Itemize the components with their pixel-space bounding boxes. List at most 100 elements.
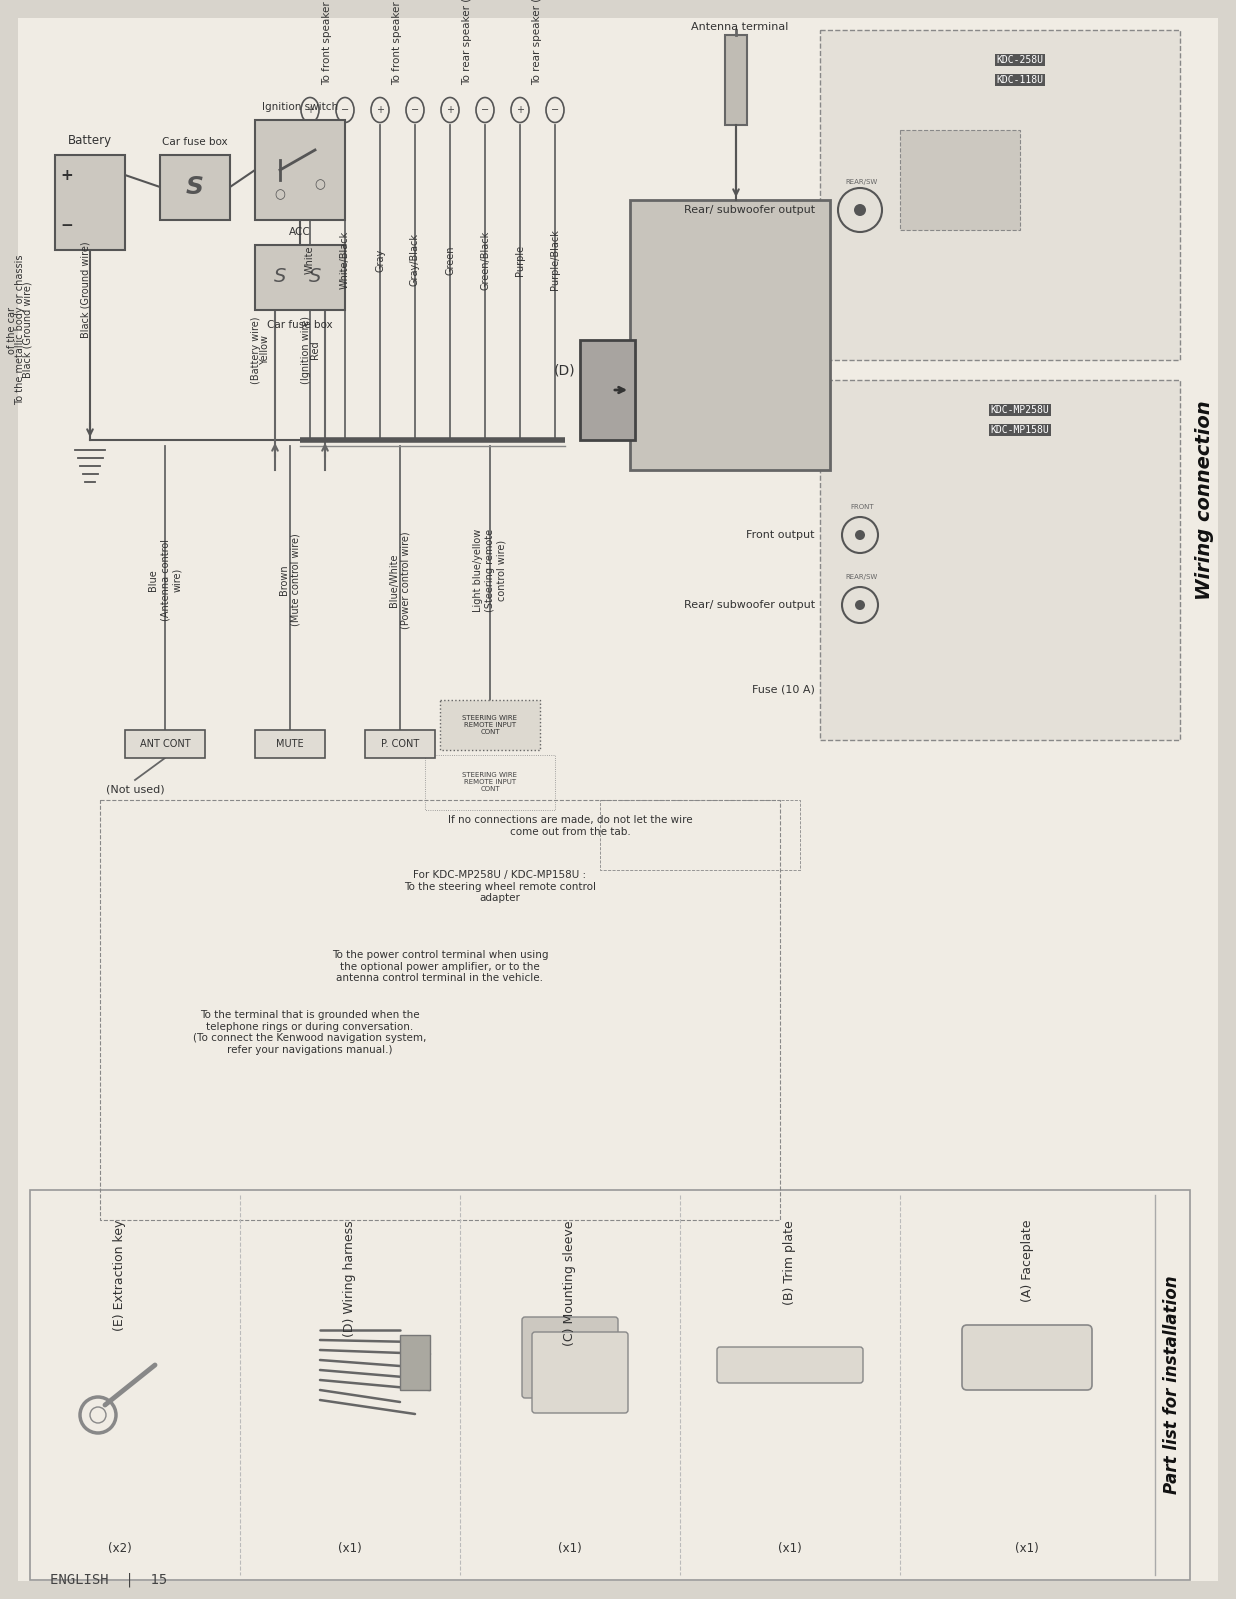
Text: FRONT: FRONT bbox=[850, 504, 874, 510]
Bar bbox=[159, 155, 230, 221]
FancyBboxPatch shape bbox=[962, 1326, 1091, 1390]
Text: P. CONT: P. CONT bbox=[381, 739, 419, 748]
Text: STEERING WIRE
REMOTE INPUT
CONT: STEERING WIRE REMOTE INPUT CONT bbox=[462, 715, 518, 736]
Text: (D): (D) bbox=[554, 363, 575, 377]
Text: Black (Ground wire): Black (Ground wire) bbox=[80, 241, 90, 339]
Text: KDC-118U: KDC-118U bbox=[996, 75, 1043, 85]
Text: Gray/Black: Gray/Black bbox=[410, 233, 420, 286]
Text: White/Black: White/Black bbox=[340, 230, 350, 289]
Text: Front output: Front output bbox=[747, 529, 815, 540]
Text: S: S bbox=[274, 267, 287, 286]
Text: To the power control terminal when using
the optional power amplifier, or to the: To the power control terminal when using… bbox=[331, 950, 549, 983]
Text: KDC-MP258U: KDC-MP258U bbox=[990, 405, 1049, 416]
Text: Light blue/yellow
(Steering remote
control wire): Light blue/yellow (Steering remote contr… bbox=[473, 528, 507, 612]
Text: Battery: Battery bbox=[68, 134, 112, 147]
Text: +: + bbox=[515, 106, 524, 115]
Circle shape bbox=[855, 529, 865, 540]
Text: To the metallic body or chassis: To the metallic body or chassis bbox=[15, 254, 25, 405]
Bar bbox=[255, 731, 325, 758]
Text: ANT CONT: ANT CONT bbox=[140, 739, 190, 748]
Text: Rear/ subwoofer output: Rear/ subwoofer output bbox=[684, 600, 815, 609]
Text: To the terminal that is grounded when the
telephone rings or during conversation: To the terminal that is grounded when th… bbox=[193, 1011, 426, 1055]
Text: Red: Red bbox=[310, 341, 320, 360]
Text: +: + bbox=[307, 106, 314, 115]
Text: −: − bbox=[551, 106, 559, 115]
Text: Car fuse box: Car fuse box bbox=[162, 138, 227, 147]
Text: (Ignition wire): (Ignition wire) bbox=[302, 317, 311, 384]
Bar bbox=[365, 731, 435, 758]
Text: S: S bbox=[309, 267, 321, 286]
Text: STEERING WIRE
REMOTE INPUT
CONT: STEERING WIRE REMOTE INPUT CONT bbox=[462, 772, 518, 792]
Bar bbox=[726, 35, 747, 125]
Text: Car fuse box: Car fuse box bbox=[267, 320, 332, 329]
Text: ○: ○ bbox=[315, 179, 325, 192]
Text: Purple: Purple bbox=[515, 245, 525, 275]
Text: (x1): (x1) bbox=[339, 1541, 362, 1554]
Bar bbox=[54, 155, 125, 249]
Text: Rear/ subwoofer output: Rear/ subwoofer output bbox=[684, 205, 815, 214]
Text: Blue
(Antenna control
wire): Blue (Antenna control wire) bbox=[148, 539, 182, 620]
Text: To rear speaker (left): To rear speaker (left) bbox=[462, 0, 472, 85]
Text: −: − bbox=[410, 106, 419, 115]
Text: Gray: Gray bbox=[375, 248, 384, 272]
Text: (x2): (x2) bbox=[108, 1541, 132, 1554]
Text: Black (Ground wire): Black (Ground wire) bbox=[23, 281, 33, 379]
Text: (C) Mounting sleeve: (C) Mounting sleeve bbox=[564, 1220, 576, 1345]
Text: To front speaker (right): To front speaker (right) bbox=[392, 0, 402, 85]
Circle shape bbox=[854, 205, 866, 216]
Text: +: + bbox=[61, 168, 73, 182]
Circle shape bbox=[855, 600, 865, 609]
Text: ENGLISH  |  15: ENGLISH | 15 bbox=[49, 1573, 167, 1588]
Text: Wiring connection: Wiring connection bbox=[1195, 400, 1215, 600]
Text: (D) Wiring harness: (D) Wiring harness bbox=[344, 1220, 356, 1337]
Text: S: S bbox=[185, 174, 204, 198]
Text: −: − bbox=[481, 106, 489, 115]
Text: Part list for installation: Part list for installation bbox=[1163, 1276, 1182, 1495]
Text: Green/Black: Green/Black bbox=[480, 230, 489, 289]
Text: White: White bbox=[305, 246, 315, 275]
Text: −: − bbox=[61, 217, 73, 232]
FancyBboxPatch shape bbox=[900, 130, 1020, 230]
Text: Antenna terminal: Antenna terminal bbox=[691, 22, 789, 32]
Text: −: − bbox=[341, 106, 349, 115]
Bar bbox=[255, 120, 345, 221]
Text: KDC-MP158U: KDC-MP158U bbox=[990, 425, 1049, 435]
Bar bbox=[440, 700, 540, 750]
Text: +: + bbox=[446, 106, 454, 115]
Text: (Not used): (Not used) bbox=[106, 785, 164, 795]
Bar bbox=[580, 341, 635, 440]
Text: of the car: of the car bbox=[7, 307, 17, 353]
Text: (x1): (x1) bbox=[1015, 1541, 1039, 1554]
Text: Brown
(Mute control wire): Brown (Mute control wire) bbox=[279, 534, 300, 627]
Text: Blue/White
(Power control wire): Blue/White (Power control wire) bbox=[389, 531, 410, 628]
Text: Ignition switch: Ignition switch bbox=[262, 102, 339, 112]
Text: MUTE: MUTE bbox=[276, 739, 304, 748]
Bar bbox=[30, 1190, 1190, 1580]
Text: To rear speaker (right): To rear speaker (right) bbox=[531, 0, 543, 85]
Bar bbox=[125, 731, 205, 758]
Text: ○: ○ bbox=[274, 189, 286, 201]
Text: Fuse (10 A): Fuse (10 A) bbox=[753, 684, 815, 696]
Text: (x1): (x1) bbox=[779, 1541, 802, 1554]
Text: To front speaker (left): To front speaker (left) bbox=[323, 0, 332, 85]
FancyBboxPatch shape bbox=[819, 30, 1180, 360]
FancyBboxPatch shape bbox=[717, 1346, 863, 1383]
Text: For KDC-MP258U / KDC-MP158U :
To the steering wheel remote control
adapter: For KDC-MP258U / KDC-MP158U : To the ste… bbox=[404, 870, 596, 903]
Text: Purple/Black: Purple/Black bbox=[550, 230, 560, 291]
Text: KDC-258U: KDC-258U bbox=[996, 54, 1043, 66]
Text: (x1): (x1) bbox=[559, 1541, 582, 1554]
Text: Green: Green bbox=[445, 245, 455, 275]
Text: +: + bbox=[376, 106, 384, 115]
Bar bbox=[400, 1335, 430, 1390]
Text: (B) Trim plate: (B) Trim plate bbox=[784, 1220, 796, 1305]
FancyBboxPatch shape bbox=[522, 1318, 618, 1398]
Bar bbox=[255, 245, 345, 310]
Text: REAR/SW: REAR/SW bbox=[845, 574, 878, 580]
Text: If no connections are made, do not let the wire
come out from the tab.: If no connections are made, do not let t… bbox=[447, 815, 692, 836]
FancyBboxPatch shape bbox=[531, 1332, 628, 1414]
Text: REAR/SW: REAR/SW bbox=[845, 179, 878, 185]
Text: ACC: ACC bbox=[289, 227, 311, 237]
Text: (E) Extraction key: (E) Extraction key bbox=[114, 1220, 126, 1332]
FancyBboxPatch shape bbox=[819, 381, 1180, 740]
Text: (A) Faceplate: (A) Faceplate bbox=[1021, 1220, 1033, 1303]
